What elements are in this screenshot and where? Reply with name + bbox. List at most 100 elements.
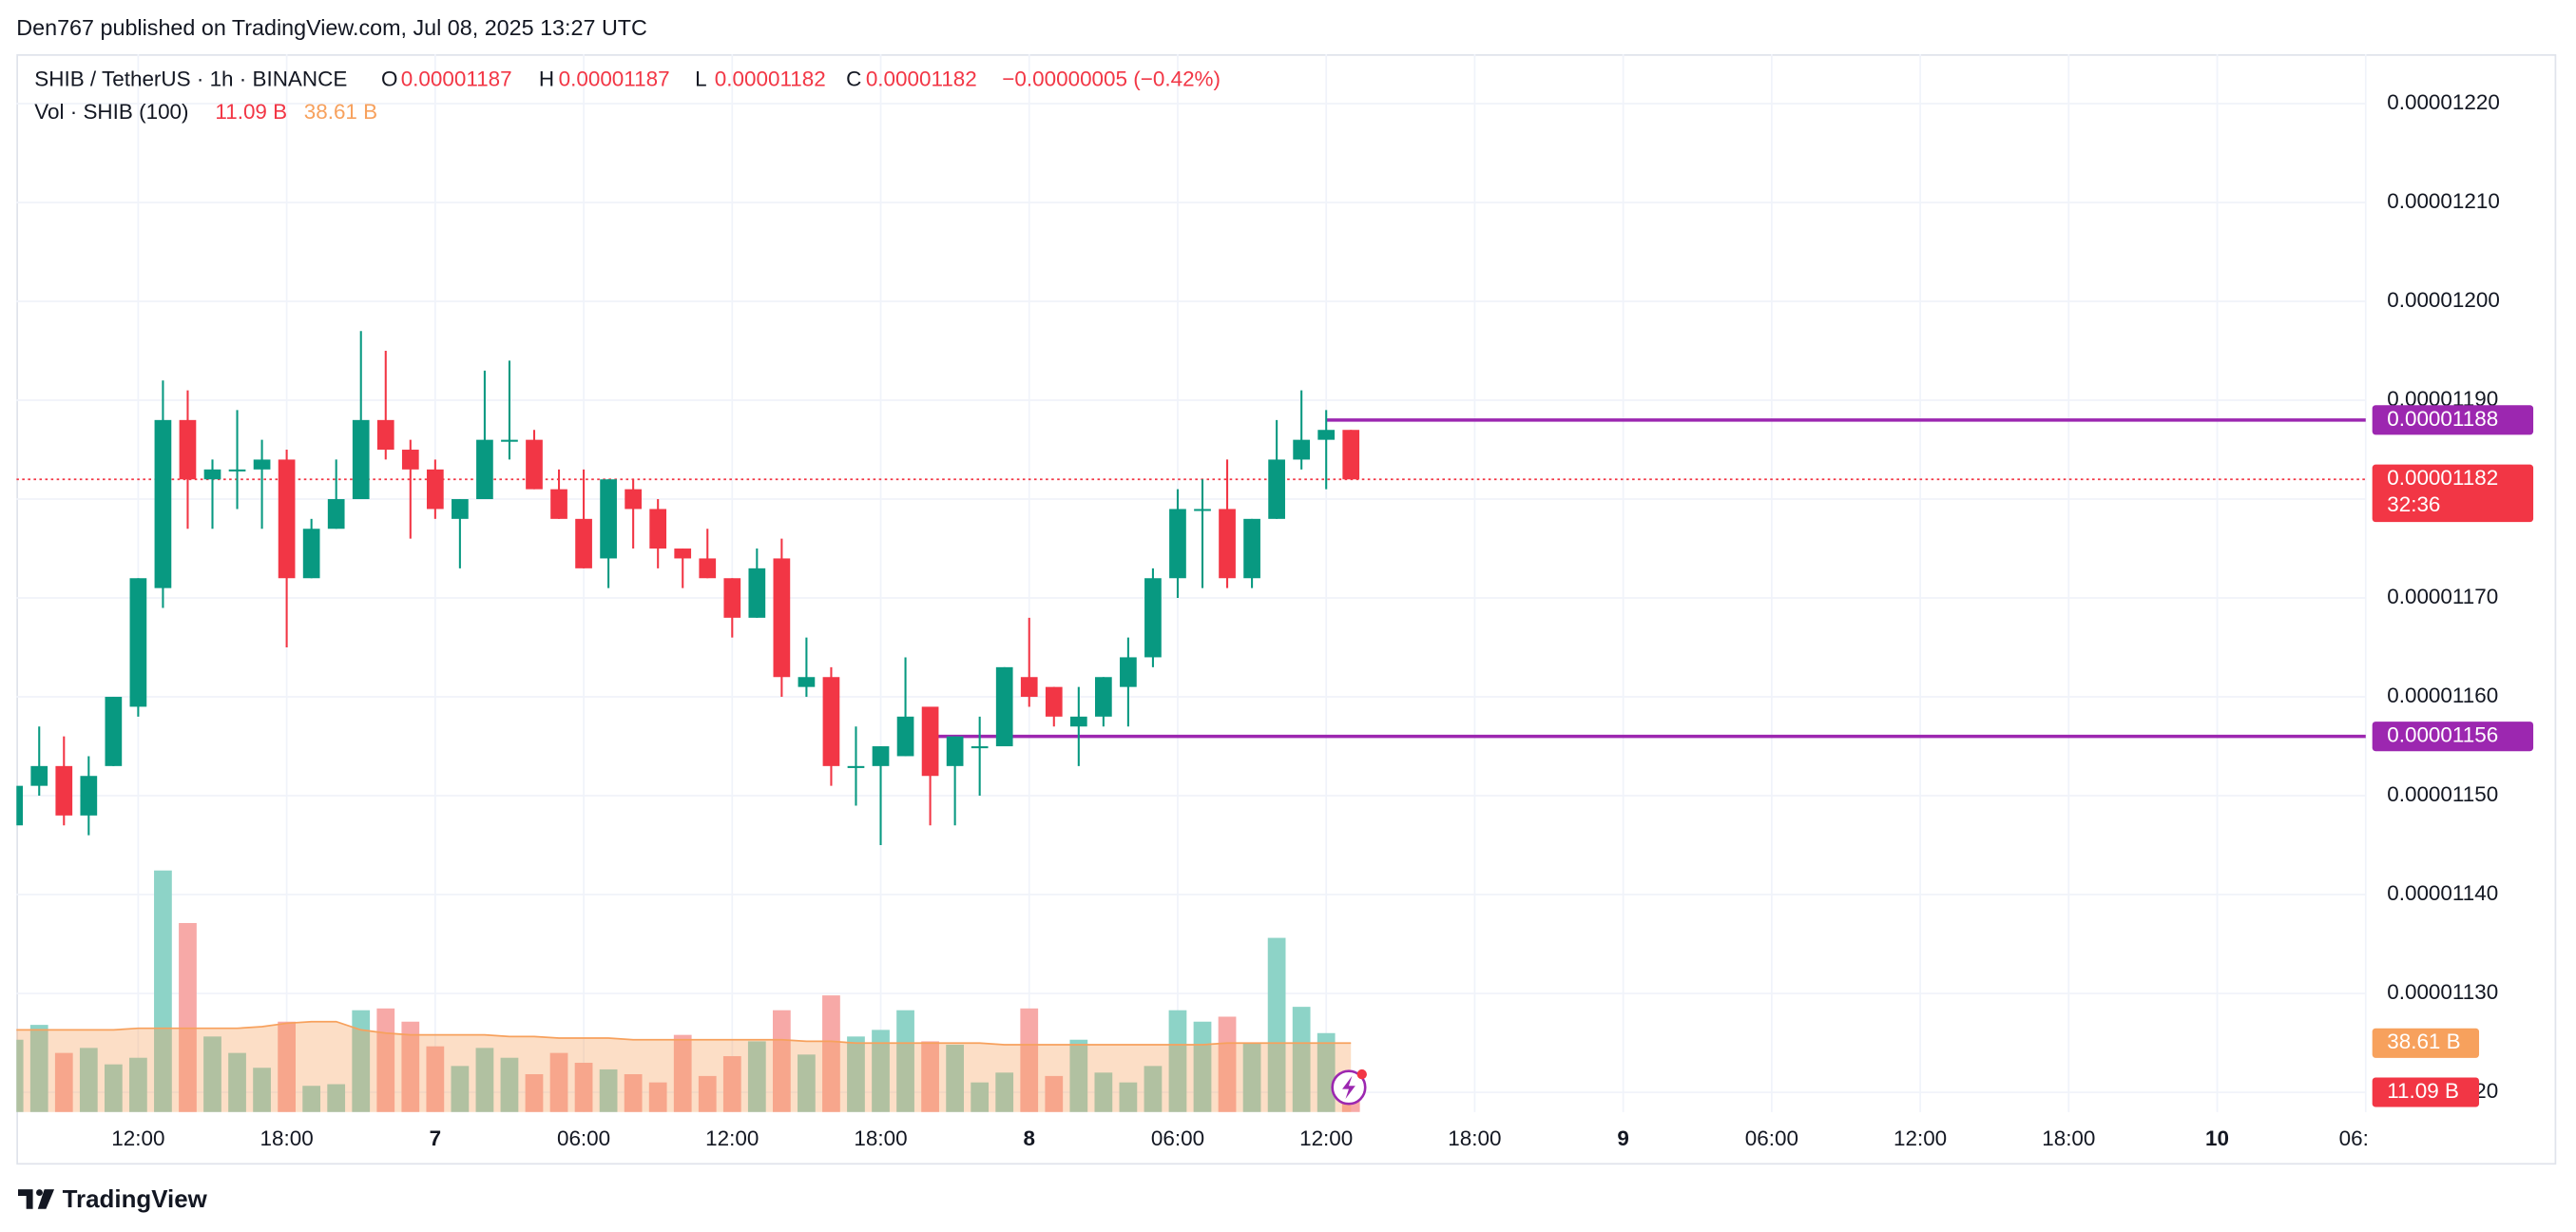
volume-ma-area <box>16 1021 1352 1112</box>
volume-bar <box>228 1052 246 1112</box>
candle-body <box>1219 509 1236 579</box>
volume-bar <box>946 1044 965 1112</box>
candle-body <box>376 419 394 451</box>
volume-bar <box>327 1084 346 1112</box>
x-tick-label: 06:00 <box>557 1126 610 1150</box>
volume-bar <box>104 1064 123 1112</box>
publisher-header: Den767 published on TradingView.com, Jul… <box>16 15 647 40</box>
x-tick-label: 10 <box>2205 1126 2229 1150</box>
x-tick-label: 06:00 <box>1151 1126 1204 1150</box>
ohlc-key: C <box>846 67 861 91</box>
volume-bar <box>1242 1043 1261 1112</box>
candle-body <box>1194 509 1211 511</box>
candle-body <box>55 765 73 816</box>
x-tick-label: 18:00 <box>260 1126 314 1150</box>
y-tick-label: 0.00001140 <box>2387 881 2498 905</box>
x-tick-label: 8 <box>1023 1126 1035 1150</box>
volume-bar <box>426 1046 445 1112</box>
ohlc-value: 0.00001187 <box>559 67 670 91</box>
volume-ma-badge-label: 38.61 B <box>2387 1030 2460 1053</box>
volume-bar <box>352 1010 371 1112</box>
volume-bar <box>995 1072 1014 1112</box>
volume-bar <box>747 1041 766 1112</box>
volume-bar <box>599 1068 618 1112</box>
volume-bar <box>1218 1016 1237 1112</box>
candle-body <box>798 677 816 687</box>
volume-bar <box>1119 1082 1138 1112</box>
candle-body <box>1268 459 1285 519</box>
candle-body <box>1317 430 1336 440</box>
volume-ma-value: 38.61 B <box>304 100 377 124</box>
price-change: −0.00000005 (−0.42%) <box>1002 67 1221 91</box>
x-tick-label: 9 <box>1617 1126 1629 1150</box>
volume-bar <box>1094 1072 1113 1112</box>
ohlc-key: L <box>695 67 707 91</box>
volume-bar <box>1168 1010 1187 1112</box>
volume-bar <box>798 1054 816 1112</box>
volume-bar <box>896 1010 914 1112</box>
volume-bar <box>549 1052 568 1112</box>
y-tick-label: 0.00001210 <box>2387 189 2500 213</box>
candle-body <box>971 746 989 749</box>
ohlc-key: O <box>381 67 397 91</box>
candle-body <box>847 765 865 768</box>
volume-bar <box>1069 1039 1088 1112</box>
candle-body <box>203 469 221 480</box>
volume-bar <box>1292 1007 1311 1112</box>
volume-bar <box>872 1030 890 1112</box>
candle-body <box>105 697 123 766</box>
ohlc-value: 0.00001182 <box>715 67 826 91</box>
symbol-title: SHIB / TetherUS · 1h · BINANCE <box>34 67 347 91</box>
candle-body <box>80 776 98 816</box>
candle-body <box>129 578 147 707</box>
candle-body <box>352 419 370 500</box>
volume-bar <box>1267 937 1286 1112</box>
x-tick-label: 18:00 <box>854 1126 907 1150</box>
candle-body <box>872 746 890 766</box>
candle-body <box>773 558 791 678</box>
candle-body <box>253 459 271 470</box>
candle-body <box>228 469 246 472</box>
candle-body <box>1045 686 1063 717</box>
candle-body <box>476 439 493 500</box>
candle-body <box>1020 677 1038 698</box>
volume-bar <box>698 1075 717 1112</box>
volume-bar <box>278 1021 296 1112</box>
footer-brand: TradingView <box>63 1186 208 1213</box>
candle-body <box>426 469 444 510</box>
volume-legend: Vol · SHIB (100) <box>34 100 188 124</box>
candle-body <box>1069 716 1087 727</box>
ohlc-value: 0.00001182 <box>866 67 977 91</box>
volume-bar <box>822 995 840 1112</box>
level-badge <box>2372 405 2534 435</box>
y-tick-label: 0.00001130 <box>2387 980 2498 1004</box>
volume-ma-badge <box>2372 1028 2480 1058</box>
volume-bar <box>16 1039 24 1112</box>
x-tick-label: 12:00 <box>705 1126 759 1150</box>
candle-body <box>896 716 914 757</box>
ohlc-key: H <box>539 67 554 91</box>
candle-body <box>946 736 964 766</box>
y-tick-label: 0.00001200 <box>2387 288 2500 312</box>
x-tick-label: 06:00 <box>2339 1126 2393 1150</box>
volume-bar <box>722 1056 741 1112</box>
candle-body <box>327 499 345 529</box>
volume-bar <box>1317 1032 1336 1112</box>
candle-body <box>822 677 840 766</box>
volume-bar <box>253 1068 271 1112</box>
candle-body <box>452 499 469 519</box>
x-tick-label: 12:00 <box>1299 1126 1353 1150</box>
level-badge-label: 0.00001156 <box>2387 723 2498 747</box>
volume-bar <box>772 1010 791 1112</box>
x-tick-label: 18:00 <box>2042 1126 2095 1150</box>
volume-badge-label: 11.09 B <box>2387 1079 2459 1103</box>
volume-value: 11.09 B <box>215 100 287 124</box>
candle-body <box>625 489 642 510</box>
candle-body <box>30 765 48 786</box>
last-price-badge <box>2372 464 2534 523</box>
last-price-badge-label: 32:36 <box>2387 492 2440 516</box>
candle-body <box>550 489 567 519</box>
volume-bar <box>179 922 197 1112</box>
candle-body <box>649 509 667 549</box>
